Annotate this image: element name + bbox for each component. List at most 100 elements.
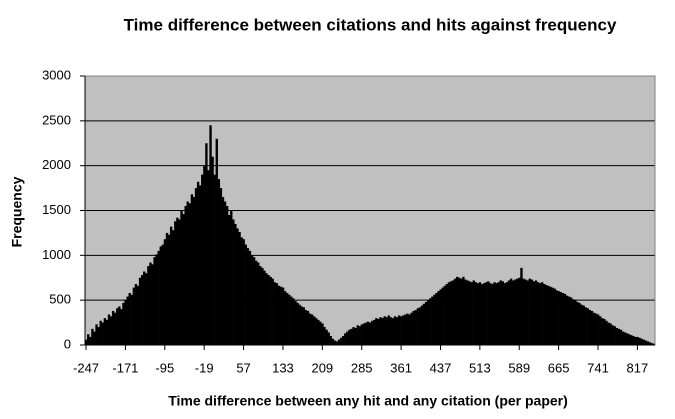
bar <box>310 314 314 345</box>
x-tick-label: 285 <box>351 360 373 375</box>
bar <box>424 301 428 345</box>
bar <box>516 278 519 345</box>
bar <box>476 283 480 345</box>
bar <box>116 308 119 345</box>
bar <box>103 318 107 345</box>
bar <box>410 312 413 345</box>
bar <box>362 323 366 345</box>
bar <box>621 331 625 345</box>
bar <box>584 307 587 345</box>
y-tick-label: 0 <box>64 336 71 351</box>
bar <box>570 297 573 345</box>
bar <box>536 282 540 345</box>
bar <box>360 324 364 345</box>
bar <box>300 306 303 345</box>
bar <box>294 301 297 345</box>
bar <box>238 232 241 345</box>
x-tick-label: 513 <box>469 360 491 375</box>
bar <box>615 327 618 345</box>
bar <box>248 250 252 345</box>
bar <box>634 336 637 345</box>
bar <box>213 174 216 345</box>
bar <box>563 293 567 345</box>
bar <box>462 276 465 345</box>
bar <box>437 291 440 345</box>
bar <box>364 322 368 345</box>
bar <box>439 289 442 345</box>
x-tick-label: 209 <box>311 360 333 375</box>
bar <box>441 287 444 345</box>
bar <box>174 221 177 345</box>
bar <box>184 206 187 345</box>
bar <box>435 292 438 345</box>
bar <box>404 314 407 345</box>
bar <box>648 342 652 345</box>
bar <box>514 279 517 345</box>
y-tick-label: 2000 <box>42 157 71 172</box>
bar <box>480 284 484 345</box>
bar <box>387 315 390 345</box>
bar <box>468 281 471 345</box>
bar <box>449 281 453 345</box>
bar <box>317 319 320 345</box>
bar <box>180 210 183 345</box>
bar <box>109 316 113 345</box>
bar <box>232 219 235 345</box>
bar <box>85 339 88 345</box>
bar <box>153 257 156 345</box>
bar <box>319 321 322 345</box>
x-tick-label: 589 <box>508 360 530 375</box>
bar <box>331 338 335 345</box>
bar <box>596 314 600 345</box>
bar <box>652 343 656 345</box>
bar <box>574 300 577 345</box>
bar <box>283 291 287 345</box>
bar <box>147 266 150 345</box>
bar <box>176 217 179 345</box>
bar <box>482 283 486 345</box>
y-tick-label: 1000 <box>42 247 71 262</box>
bar <box>265 273 268 345</box>
bar <box>509 278 513 345</box>
bar <box>321 323 324 345</box>
bar <box>323 327 326 345</box>
bar <box>408 314 411 345</box>
bar <box>95 324 98 345</box>
bar <box>89 336 92 345</box>
bar <box>576 301 579 345</box>
bar <box>124 300 127 345</box>
bar <box>223 201 227 345</box>
bar <box>228 214 231 345</box>
bar <box>169 226 173 345</box>
bar <box>416 308 420 345</box>
x-axis-title: Time difference between any hit and any … <box>168 393 568 409</box>
bar <box>532 281 536 345</box>
bar <box>599 316 602 345</box>
bar <box>592 312 596 345</box>
bar <box>466 280 469 345</box>
bar <box>493 282 496 345</box>
bar <box>138 277 142 345</box>
bar <box>646 341 650 345</box>
bar <box>594 313 598 345</box>
bar <box>269 276 272 345</box>
bar <box>279 286 283 345</box>
bar <box>252 257 256 345</box>
bar <box>451 280 455 345</box>
bar <box>151 264 154 345</box>
bar <box>505 282 509 345</box>
bar <box>561 292 565 345</box>
bar <box>445 284 449 345</box>
bar <box>118 306 121 345</box>
y-axis-title: Frequency <box>9 176 25 247</box>
bar <box>458 277 461 345</box>
x-tick-label: 57 <box>236 360 250 375</box>
bar <box>292 298 295 345</box>
bar <box>250 255 254 345</box>
bar <box>296 302 299 345</box>
bar <box>522 278 525 345</box>
bar <box>128 292 131 345</box>
y-tick-label: 1500 <box>42 202 71 217</box>
bar <box>313 316 316 345</box>
bar <box>209 125 212 345</box>
